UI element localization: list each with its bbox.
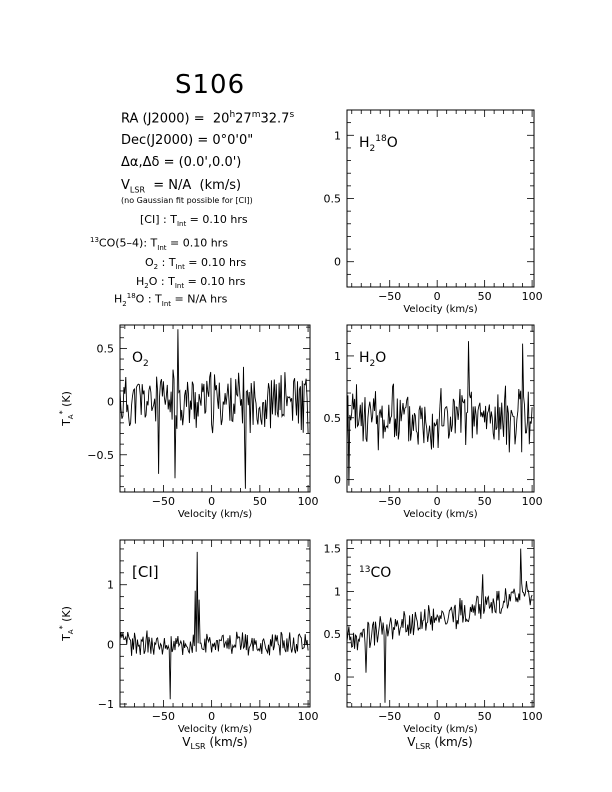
obs-line-h218o: H218O : TInt = N/A hrs xyxy=(114,292,228,308)
x-tick-label: 50 xyxy=(478,495,492,508)
y-tick-label: 1 xyxy=(334,129,341,142)
species-label: H2O xyxy=(359,350,386,369)
obs-line-h2o: H2O : TInt = 0.10 hrs xyxy=(136,275,246,291)
obs-line-o2: O2 : TInt = 0.10 hrs xyxy=(145,256,247,272)
panel-h218o: −50 0 50 100 0 0.5 1 Velocity (km/s) H218O xyxy=(324,109,543,315)
y-tick-label: −1 xyxy=(98,698,114,711)
x-tick-label: 0 xyxy=(208,710,215,723)
x-tick-label: −50 xyxy=(378,495,401,508)
plot-frame xyxy=(119,539,311,708)
x-tick-label: 0 xyxy=(434,710,441,723)
y-axis-label: TA* (K) xyxy=(58,606,75,642)
plot-frame xyxy=(119,324,311,493)
plot-frame xyxy=(346,324,535,493)
species-label: [CI] xyxy=(132,563,159,581)
panel-ci: −50 0 50 100 −1 0 1 Velocity (km/s) TA* (K) [CI] xyxy=(58,539,319,735)
panel-13co: −50 0 50 100 0 0.5 1 1.5 Velocity (km/s) 13CO xyxy=(324,539,543,735)
y-tick-label: 0.5 xyxy=(324,628,342,641)
species-label: O2 xyxy=(132,350,149,369)
obs-line-ci: [CI] : TInt = 0.10 hrs xyxy=(140,213,248,229)
vlsr-label-right: VLSR (km/s) xyxy=(407,735,472,751)
dec-line: Dec(J2000) = 0°0'0" xyxy=(121,133,254,148)
x-axis-label: Velocity (km/s) xyxy=(178,509,252,520)
fit-note: (no Gaussian fit possible for [CI]) xyxy=(121,196,253,205)
y-tick-label: 0 xyxy=(107,638,114,651)
y-tick-label: 0 xyxy=(334,256,341,269)
vlsr-label-left: VLSR (km/s) xyxy=(182,735,247,751)
x-tick-label: −50 xyxy=(152,495,175,508)
x-tick-label: 50 xyxy=(478,710,492,723)
panel-h2o: −50 0 50 100 0 0.5 1 Velocity (km/s) H2O xyxy=(324,324,543,520)
offset-line: Δα,Δδ = (0.0',0.0') xyxy=(121,155,242,170)
x-axis-label: Velocity (km/s) xyxy=(403,724,477,735)
plot-frame xyxy=(346,539,535,708)
x-tick-label: 100 xyxy=(298,710,319,723)
y-tick-label: 0.5 xyxy=(324,193,342,206)
y-tick-label: 1 xyxy=(334,350,341,363)
x-tick-label: 50 xyxy=(478,290,492,303)
x-tick-label: 0 xyxy=(434,290,441,303)
ra-line: RA (J2000) = 20h27m32.7s xyxy=(121,110,295,127)
y-tick-label: 0 xyxy=(334,671,341,684)
x-tick-label: 100 xyxy=(522,290,543,303)
y-axis-label: TA* (K) xyxy=(58,391,75,427)
y-tick-label: 0.5 xyxy=(97,342,115,355)
x-tick-label: −50 xyxy=(378,290,401,303)
x-axis-label: Velocity (km/s) xyxy=(403,304,477,315)
x-tick-label: 100 xyxy=(522,495,543,508)
x-axis-label: Velocity (km/s) xyxy=(178,724,252,735)
x-tick-label: −50 xyxy=(378,710,401,723)
species-label: 13CO xyxy=(359,565,391,581)
x-tick-label: 0 xyxy=(208,495,215,508)
panel-o2: −50 0 50 100 −0.5 0 0.5 Velocity (km/s) TA* (K) O… xyxy=(58,324,319,520)
x-axis-label: Velocity (km/s) xyxy=(403,509,477,520)
spectrum-line xyxy=(119,329,309,489)
obs-line-13co: 13CO(5–4): TInt = 0.10 hrs xyxy=(90,236,228,252)
y-tick-label: 0 xyxy=(334,474,341,487)
x-tick-label: 100 xyxy=(298,495,319,508)
species-label: H218O xyxy=(359,134,398,154)
y-tick-label: 1.5 xyxy=(324,543,342,556)
x-tick-label: −50 xyxy=(152,710,175,723)
x-tick-label: 50 xyxy=(253,495,267,508)
x-tick-label: 100 xyxy=(522,710,543,723)
spectrum-line xyxy=(119,551,309,700)
vlsr-line: VLSR = N/A (km/s) xyxy=(121,178,242,195)
y-tick-label: −0.5 xyxy=(87,449,114,462)
y-tick-label: 1 xyxy=(107,579,114,592)
spectrum-line xyxy=(346,341,533,486)
x-tick-label: 50 xyxy=(253,710,267,723)
page-title: S106 xyxy=(175,70,246,100)
spectrum-line xyxy=(346,548,533,703)
x-tick-label: 0 xyxy=(434,495,441,508)
y-tick-label: 0 xyxy=(107,396,114,409)
y-tick-label: 0.5 xyxy=(324,412,342,425)
y-tick-label: 1 xyxy=(334,585,341,598)
